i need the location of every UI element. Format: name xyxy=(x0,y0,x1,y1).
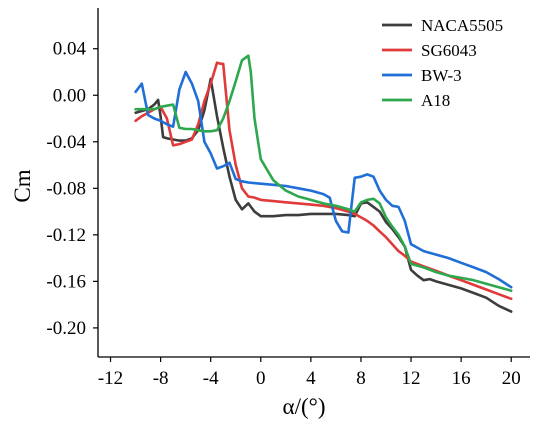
series-layer xyxy=(134,54,513,313)
axes xyxy=(97,8,530,358)
x-tick-label: 16 xyxy=(452,368,471,389)
series-line-sg6043 xyxy=(134,61,513,301)
x-tick-label: 20 xyxy=(502,368,521,389)
legend: NACA5505 SG6043 BW-3 A18 xyxy=(382,16,503,110)
x-tick-label: -8 xyxy=(153,368,169,389)
y-tick-label: -0.08 xyxy=(46,178,86,199)
legend-label: A18 xyxy=(421,91,450,110)
x-tick-label: 12 xyxy=(402,368,421,389)
y-tick-label: -0.20 xyxy=(46,318,86,339)
x-tick-label: -4 xyxy=(203,368,219,389)
y-tick-label: -0.12 xyxy=(46,225,86,246)
y-tick-label: 0.00 xyxy=(53,85,86,106)
y-tick-label: 0.04 xyxy=(53,39,87,60)
series-line-a18 xyxy=(134,54,513,293)
legend-label: NACA5505 xyxy=(421,16,503,35)
y-tick-label: -0.16 xyxy=(46,271,86,292)
series-line-bw-3 xyxy=(134,70,513,289)
x-tick-label: 8 xyxy=(356,368,366,389)
legend-label: SG6043 xyxy=(421,41,477,60)
x-tick-label: 0 xyxy=(256,368,266,389)
x-axis-title: α/(°) xyxy=(283,394,326,419)
x-tick-label: 4 xyxy=(306,368,316,389)
y-tick-label: -0.04 xyxy=(46,132,86,153)
x-tick-label: -12 xyxy=(98,368,123,389)
ticks: -12 -8 -4 0 4 8 12 16 20 0.04 0.00 -0.04 -0.08 -0.12 -… xyxy=(46,39,520,389)
y-axis-title: Cm xyxy=(10,169,35,202)
legend-label: BW-3 xyxy=(421,66,462,85)
series-line-naca5505 xyxy=(134,77,513,313)
